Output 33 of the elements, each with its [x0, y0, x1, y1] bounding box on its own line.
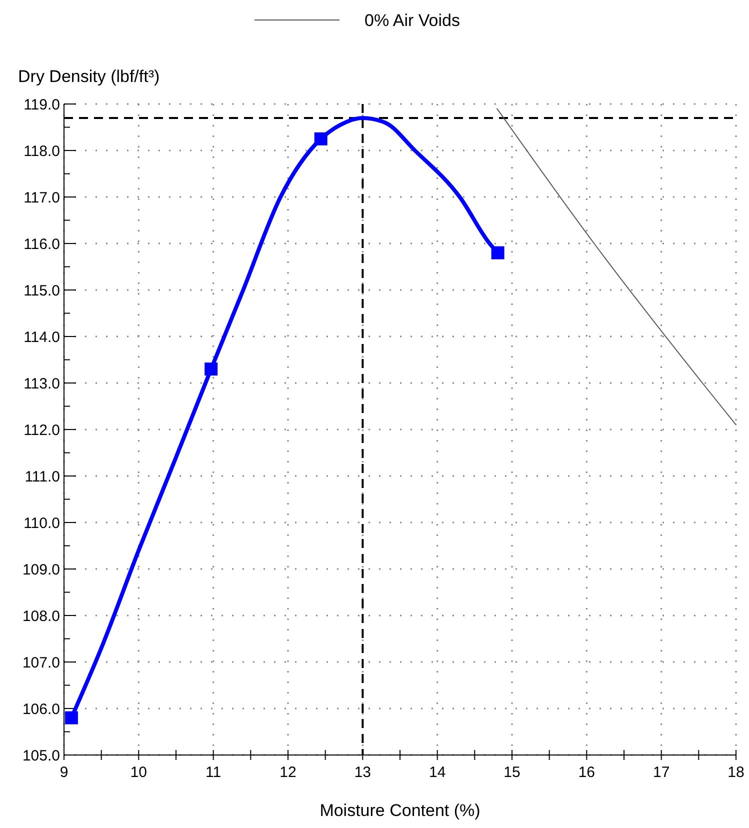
y-tick-label: 119.0 — [24, 96, 60, 114]
y-tick-label: 116.0 — [24, 236, 60, 253]
x-tick-label: 18 — [728, 764, 744, 781]
x-tick-label: 14 — [428, 764, 446, 781]
y-axis-title: Dry Density (lbf/ft³) — [18, 67, 160, 86]
y-tick-label: 117.0 — [24, 189, 60, 206]
y-tick-label: 107.0 — [22, 654, 60, 672]
y-tick-label: 106.0 — [22, 700, 60, 718]
y-tick-label: 105.0 — [22, 747, 60, 764]
x-tick-label: 13 — [354, 764, 372, 781]
x-tick-label: 17 — [652, 764, 670, 781]
x-tick-label: 15 — [504, 764, 520, 781]
x-tick-label: 10 — [130, 764, 148, 781]
y-tick-label: 114.0 — [24, 328, 60, 346]
y-tick-label: 113.0 — [24, 375, 60, 392]
x-axis-title: Moisture Content (%) — [320, 801, 480, 820]
legend-label: 0% Air Voids — [364, 10, 460, 30]
point — [491, 246, 504, 260]
x-tick-label: 11 — [206, 764, 222, 781]
y-tick-label: 109.0 — [22, 561, 60, 578]
y-tick-label: 118.0 — [24, 142, 60, 160]
y-tick-label: 115.0 — [24, 282, 60, 300]
y-tick-label: 112.0 — [24, 422, 60, 439]
line-series — [496, 108, 736, 426]
y-tick-label: 108.0 — [22, 608, 60, 625]
y-tick-label: 110.0 — [24, 514, 60, 532]
point — [204, 362, 218, 376]
x-tick-label: 16 — [578, 764, 596, 781]
point — [64, 711, 78, 724]
x-tick-label: 9 — [60, 764, 68, 781]
point — [314, 132, 328, 146]
y-tick-label: 111.0 — [24, 468, 60, 486]
x-tick-label: 12 — [280, 764, 296, 781]
